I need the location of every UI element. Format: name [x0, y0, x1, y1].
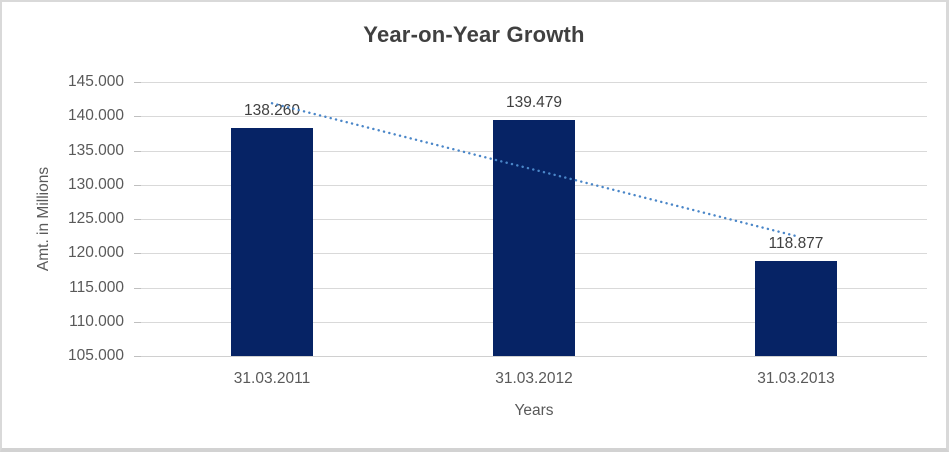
y-tick-mark [134, 322, 141, 323]
y-tick-mark [134, 151, 141, 152]
bar-31.03.2012 [493, 119, 575, 356]
x-axis-line [141, 356, 927, 357]
y-tick-label: 135.000 [67, 142, 124, 159]
data-label: 118.877 [768, 234, 824, 252]
x-tick-label: 31.03.2011 [233, 370, 311, 387]
y-tick-mark [134, 82, 141, 83]
y-tick-mark [134, 288, 141, 289]
x-tick-label: 31.03.2013 [757, 370, 835, 387]
y-tick-label: 105.000 [67, 347, 124, 364]
y-tick-mark [134, 253, 141, 254]
y-tick-label: 110.000 [69, 313, 124, 330]
y-tick-mark [134, 219, 141, 220]
y-tick-label: 125.000 [67, 210, 124, 227]
y-tick-mark [134, 116, 141, 117]
y-tick-label: 130.000 [67, 176, 124, 193]
gridline [141, 82, 927, 83]
y-tick-label: 145.000 [67, 73, 124, 90]
y-tick-label: 115.000 [69, 279, 124, 296]
data-label: 138.260 [243, 102, 301, 120]
y-tick-mark [134, 185, 141, 186]
y-tick-label: 140.000 [67, 107, 124, 124]
bar-31.03.2011 [231, 128, 313, 356]
bar-31.03.2013 [755, 260, 837, 356]
y-tick-label: 120.000 [67, 244, 124, 261]
chart-title: Year-on-Year Growth [363, 22, 585, 47]
data-label: 139.479 [505, 93, 563, 111]
x-axis-title: Years [514, 402, 554, 419]
x-tick-label: 31.03.2012 [495, 370, 573, 387]
y-tick-mark [134, 356, 141, 357]
